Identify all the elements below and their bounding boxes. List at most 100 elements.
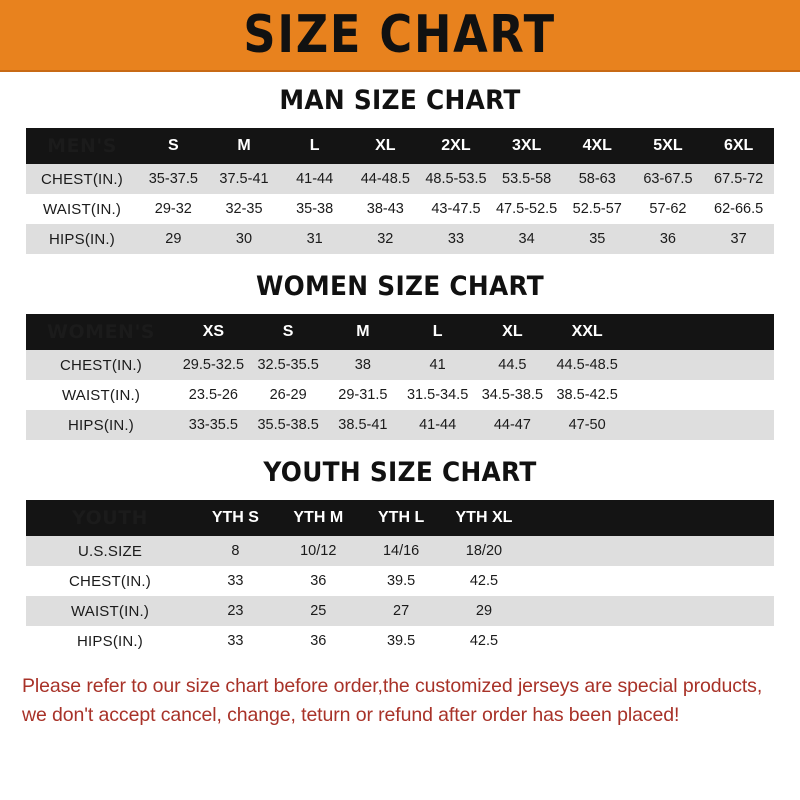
women-measurement-cell: 33-35.5 — [188, 417, 238, 433]
men-measurement-cell: 32 — [377, 231, 394, 247]
men-measurement-cell: 31 — [306, 231, 323, 247]
youth-row-spacer — [525, 536, 608, 566]
men-column-header: 2XL — [441, 137, 471, 154]
women-measurement-cell: 35.5-38.5 — [257, 417, 319, 433]
youth-measurement-cell: 39.5 — [386, 573, 416, 589]
youth-measurement-cell: 36 — [310, 573, 327, 589]
youth-section-title: YOUTH SIZE CHART — [263, 457, 537, 488]
youth-row-spacer — [608, 536, 691, 566]
youth-header-spacer — [608, 500, 691, 536]
page-banner: SIZE CHART — [0, 0, 800, 72]
youth-row-spacer — [691, 626, 774, 656]
youth-header-spacer — [525, 500, 608, 536]
women-column-header: L — [432, 323, 443, 340]
men-row-label: HIPS(IN.) — [49, 230, 115, 248]
man-size-table: MEN'S S M L XL 2XL 3XL 4XL 5XL 6XL CHEST(IN.) 35-37… — [26, 128, 774, 254]
men-column-header: XL — [375, 137, 396, 154]
youth-measurement-cell: 18/20 — [465, 543, 503, 559]
youth-row-label: U.S.SIZE — [77, 542, 143, 560]
women-measurement-cell: 41 — [429, 357, 446, 373]
women-measurement-cell: 29-31.5 — [338, 387, 388, 403]
disclaimer-line-2: we don't accept cancel, change, teturn o… — [22, 704, 680, 726]
women-row-spacer — [699, 410, 774, 440]
table-row: CHEST(IN.) 35-37.5 37.5-41 41-44 44-48.5 48.5… — [26, 164, 774, 194]
table-row: HIPS(IN.) 29 30 31 32 33 34 35 36 37 — [26, 224, 774, 254]
men-measurement-cell: 41-44 — [296, 171, 334, 187]
youth-measurement-cell: 42.5 — [469, 573, 499, 589]
women-column-header: M — [356, 323, 370, 340]
table-row: HIPS(IN.) 33-35.5 35.5-38.5 38.5-41 41-44 44-… — [26, 410, 774, 440]
men-row-label: WAIST(IN.) — [42, 200, 122, 218]
men-measurement-cell: 33 — [447, 231, 465, 247]
youth-measurement-cell: 29 — [475, 603, 493, 619]
youth-row-spacer — [608, 596, 691, 626]
youth-column-header: YTH L — [378, 509, 425, 526]
man-table-body: MEN'S S M L XL 2XL 3XL 4XL 5XL 6XL CHEST(IN.) 35-37… — [26, 128, 774, 254]
youth-measurement-cell: 25 — [310, 603, 327, 619]
women-measurement-cell: 44-47 — [493, 417, 531, 433]
youth-measurement-cell: 23 — [227, 603, 244, 619]
women-measurement-cell: 38.5-41 — [338, 417, 388, 433]
table-row: WAIST(IN.) 29-32 32-35 35-38 38-43 43-47.5 47.… — [26, 194, 774, 224]
women-measurement-cell: 47-50 — [568, 417, 606, 433]
youth-measurement-cell: 10/12 — [300, 543, 337, 559]
disclaimer-text: Please refer to our size chart before or… — [22, 672, 778, 730]
women-header-spacer — [699, 314, 774, 350]
youth-measurement-cell: 8 — [231, 543, 240, 559]
youth-measurement-cell: 39.5 — [386, 633, 416, 649]
women-table-body: WOMEN'S XS S M L XL XXL CHEST(IN.) 29.5-32.5 32.5… — [26, 314, 774, 440]
table-row: CHEST(IN.) 33 36 39.5 42.5 — [26, 566, 774, 596]
women-row-spacer — [625, 380, 700, 410]
men-table-header-row: MEN'S S M L XL 2XL 3XL 4XL 5XL 6XL — [26, 128, 774, 164]
men-measurement-cell: 48.5-53.5 — [425, 171, 487, 187]
men-column-header: M — [237, 137, 251, 154]
women-row-spacer — [625, 410, 700, 440]
page-title: SIZE CHART — [243, 5, 557, 65]
men-measurement-cell: 43-47.5 — [431, 201, 481, 217]
youth-row-label: WAIST(IN.) — [70, 602, 150, 620]
youth-column-header: YTH XL — [455, 509, 513, 526]
men-measurement-cell: 58-63 — [578, 171, 616, 187]
women-section-title: WOMEN SIZE CHART — [255, 271, 545, 302]
men-measurement-cell: 38-43 — [366, 201, 404, 217]
men-measurement-cell: 32-35 — [225, 201, 263, 217]
table-row: CHEST(IN.) 29.5-32.5 32.5-35.5 38 41 44.5 44.5… — [26, 350, 774, 380]
women-size-table: WOMEN'S XS S M L XL XXL CHEST(IN.) 29.5-32.5 32.5… — [26, 314, 774, 440]
disclaimer-line-1: Please refer to our size chart before or… — [22, 675, 763, 697]
women-column-header: XL — [502, 323, 523, 340]
youth-column-header: YTH M — [293, 509, 344, 526]
youth-row-spacer — [691, 566, 774, 596]
men-measurement-cell: 63-67.5 — [643, 171, 693, 187]
women-table-header-row: WOMEN'S XS S M L XL XXL — [26, 314, 774, 350]
youth-measurement-cell: 42.5 — [469, 633, 499, 649]
women-measurement-cell: 41-44 — [419, 417, 457, 433]
youth-measurement-cell: 33 — [227, 633, 244, 649]
women-measurement-cell: 32.5-35.5 — [257, 357, 319, 373]
men-measurement-cell: 35-37.5 — [148, 171, 198, 187]
men-measurement-cell: 36 — [659, 231, 676, 247]
women-row-spacer — [625, 350, 700, 380]
youth-size-table: YOUTH YTH S YTH M YTH L YTH XL U.S.SIZE 8 10/12… — [26, 500, 774, 656]
men-measurement-cell: 35-38 — [296, 201, 334, 217]
men-measurement-cell: 53.5-58 — [502, 171, 552, 187]
women-measurement-cell: 38.5-42.5 — [556, 387, 618, 403]
men-measurement-cell: 37.5-41 — [219, 171, 269, 187]
women-measurement-cell: 34.5-38.5 — [481, 387, 544, 403]
women-row-label: WAIST(IN.) — [61, 386, 141, 404]
women-row-spacer — [699, 350, 774, 380]
women-measurement-cell: 44.5-48.5 — [556, 357, 618, 373]
youth-measurement-cell: 36 — [310, 633, 327, 649]
men-measurement-cell: 52.5-57 — [572, 201, 622, 217]
men-column-header: L — [309, 137, 320, 154]
men-column-header: 6XL — [723, 137, 754, 154]
men-column-header: 3XL — [511, 137, 542, 154]
women-row-label: HIPS(IN.) — [68, 416, 134, 434]
women-measurement-cell: 29.5-32.5 — [182, 357, 245, 373]
youth-row-spacer — [525, 566, 608, 596]
table-row: WAIST(IN.) 23.5-26 26-29 29-31.5 31.5-34.5 34… — [26, 380, 774, 410]
youth-table-body: YOUTH YTH S YTH M YTH L YTH XL U.S.SIZE 8 10/12… — [26, 500, 774, 656]
men-row-label: CHEST(IN.) — [41, 170, 123, 188]
women-measurement-cell: 31.5-34.5 — [406, 387, 469, 403]
man-section-title: MAN SIZE CHART — [279, 85, 521, 116]
table-row: WAIST(IN.) 23 25 27 29 — [26, 596, 774, 626]
